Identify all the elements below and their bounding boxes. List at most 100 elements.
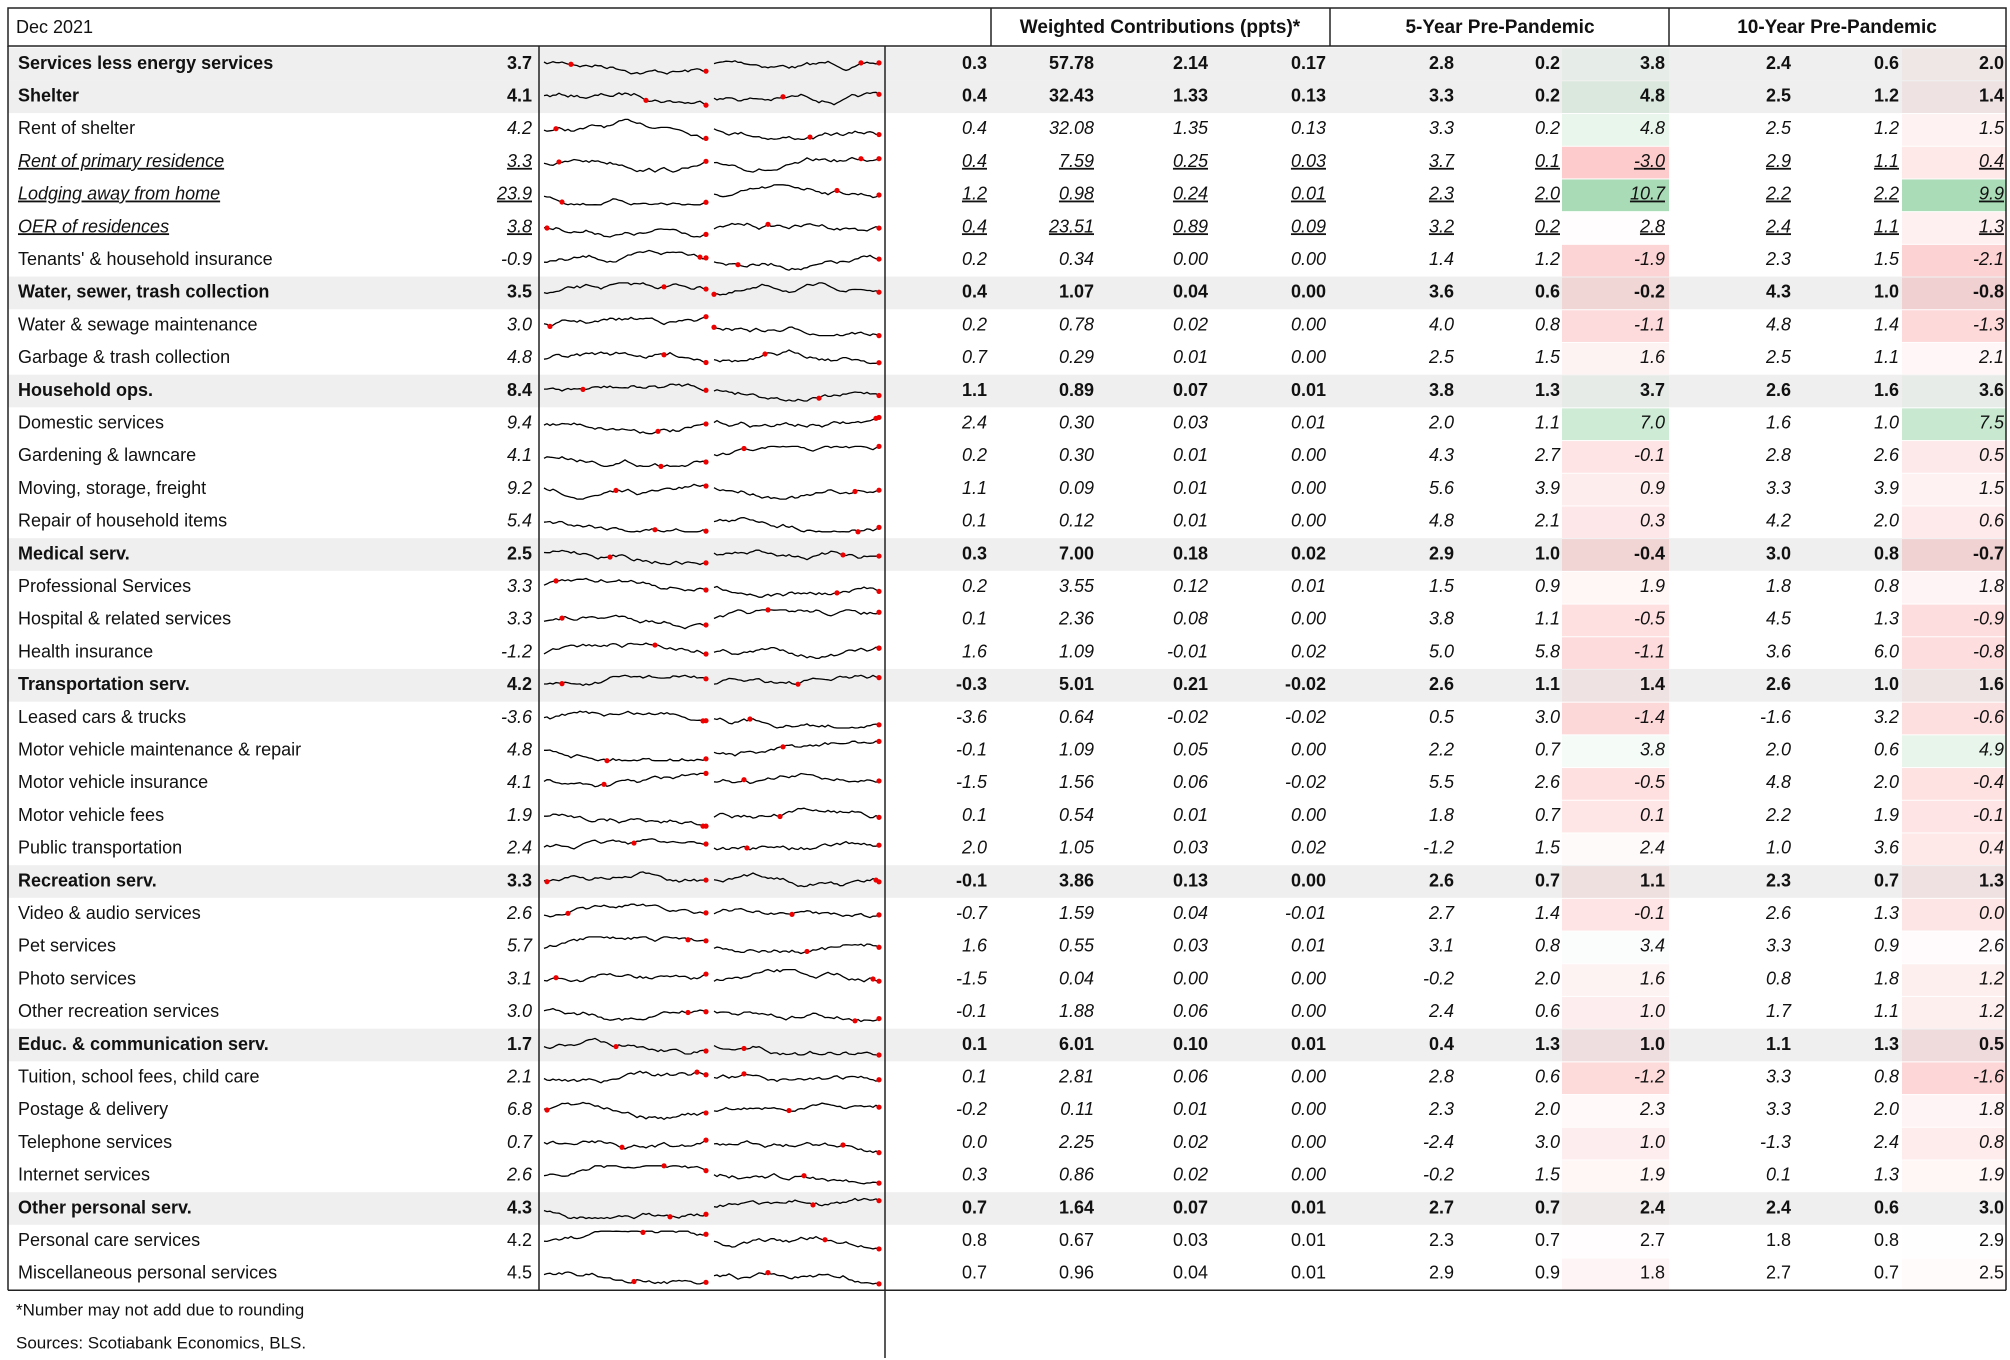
sparkline-marker <box>703 560 709 566</box>
row-band <box>8 865 2006 898</box>
cell-value: -1.2 <box>1634 1066 1665 1086</box>
cell-value: 2.5 <box>1428 347 1455 367</box>
cell-value: -0.2 <box>1423 968 1454 988</box>
sparkline-marker <box>735 262 741 268</box>
sparkline <box>543 614 706 630</box>
cell-value: 2.2 <box>1765 184 1791 204</box>
cell-value: 0.7 <box>1874 870 1899 890</box>
sparkline <box>543 642 707 655</box>
sparkline <box>713 282 880 296</box>
cell-value: 0.00 <box>1291 511 1326 531</box>
cell-value: 2.4 <box>506 838 532 858</box>
cell-value: 32.43 <box>1049 85 1094 105</box>
sparkline-marker <box>652 642 658 648</box>
cell-value: -0.02 <box>1285 772 1326 792</box>
cell-value: 1.8 <box>1766 1230 1791 1250</box>
cell-value: 0.5 <box>1429 707 1455 727</box>
cell-value: 1.1 <box>1766 1034 1791 1054</box>
cell-value: 3.7 <box>507 53 532 73</box>
row-band <box>8 80 2006 114</box>
heat-cell <box>1902 1127 2006 1160</box>
heat-cell <box>1902 81 2006 114</box>
heat-cell <box>1902 768 2006 800</box>
cell-value: 5.8 <box>1535 641 1560 661</box>
sparkline <box>713 445 880 457</box>
sparkline-marker <box>711 324 717 330</box>
cell-value: 1.1 <box>962 380 987 400</box>
cell-value: 1.0 <box>1874 412 1899 432</box>
sparkline-marker <box>703 459 709 465</box>
cell-value: 1.8 <box>1640 1263 1665 1283</box>
cell-value: 2.6 <box>1873 445 1900 465</box>
cell-value: -0.01 <box>1167 641 1208 661</box>
row-label: Other personal serv. <box>18 1197 192 1217</box>
cell-value: 0.18 <box>1173 543 1208 563</box>
cell-value: 0.01 <box>1291 1230 1326 1250</box>
sparkline <box>543 1271 707 1285</box>
heat-cell <box>1562 310 1669 342</box>
heat-cell <box>1562 800 1669 833</box>
cell-value: 2.4 <box>1640 1197 1665 1217</box>
cell-value: 3.8 <box>1640 739 1665 759</box>
cell-value: 0.01 <box>1173 478 1208 498</box>
sparkline-marker <box>703 528 709 534</box>
cell-value: 1.2 <box>1979 968 2004 988</box>
cell-value: 0.00 <box>1173 249 1208 269</box>
cell-value: 0.86 <box>1059 1165 1095 1185</box>
cell-value: 1.1 <box>1640 870 1665 890</box>
cell-value: 0.13 <box>1291 118 1326 138</box>
sparkline <box>713 740 880 757</box>
cell-value: 2.6 <box>1766 380 1791 400</box>
cell-value: 2.2 <box>1873 184 1899 204</box>
sparkline <box>543 1209 707 1220</box>
sparkline-marker <box>876 1077 882 1083</box>
row-label: OER of residences <box>18 216 169 236</box>
heat-cell <box>1902 408 2006 441</box>
heat-cell <box>1902 898 2006 931</box>
row-label: Garbage & trash collection <box>18 347 230 367</box>
row-label: Health insurance <box>18 641 153 661</box>
cell-value: 2.7 <box>1640 1230 1665 1250</box>
sparkline-marker <box>876 879 882 885</box>
cell-value: 3.3 <box>507 576 532 596</box>
cell-value: 0.01 <box>1291 576 1326 596</box>
sparkline <box>543 903 707 918</box>
cell-value: 32.08 <box>1049 118 1094 138</box>
cell-value: 0.6 <box>1535 1001 1561 1021</box>
sparkline <box>713 60 880 72</box>
heat-cell <box>1902 114 2006 146</box>
sparkline-marker <box>703 286 709 292</box>
cell-value: 0.1 <box>962 1066 987 1086</box>
sparkline-marker <box>777 813 783 820</box>
cell-value: 1.6 <box>1979 674 2004 694</box>
cell-value: 0.8 <box>1766 968 1791 988</box>
heat-cell <box>1902 571 2006 604</box>
heat-cell <box>1562 866 1669 898</box>
sparkline <box>543 483 707 500</box>
heat-cell <box>1562 441 1669 473</box>
cell-value: 3.3 <box>1766 1099 1791 1119</box>
cell-value: 2.6 <box>506 903 533 923</box>
sparkline-marker <box>762 351 768 357</box>
cell-value: 2.2 <box>1428 739 1454 759</box>
heat-cell <box>1902 375 2006 408</box>
sparkline-marker <box>786 1107 792 1114</box>
cell-value: 3.3 <box>1429 85 1454 105</box>
sparkline <box>713 254 880 271</box>
sparkline-marker <box>789 911 795 917</box>
cell-value: 0.00 <box>1291 739 1326 759</box>
row-band <box>8 668 2006 702</box>
sparkline-marker <box>876 978 882 984</box>
sparkline-marker <box>741 1045 747 1052</box>
cell-value: 1.0 <box>1874 282 1899 302</box>
cell-value: 1.56 <box>1059 772 1095 792</box>
heat-cell <box>1562 571 1669 604</box>
sparkline-marker <box>876 131 882 138</box>
sparkline <box>543 1070 707 1084</box>
cell-value: -1.1 <box>1634 314 1665 334</box>
heat-cell <box>1902 1062 2006 1095</box>
cell-value: 1.2 <box>1874 118 1899 138</box>
cell-value: 0.02 <box>1173 1132 1208 1152</box>
sparkline <box>713 184 880 199</box>
